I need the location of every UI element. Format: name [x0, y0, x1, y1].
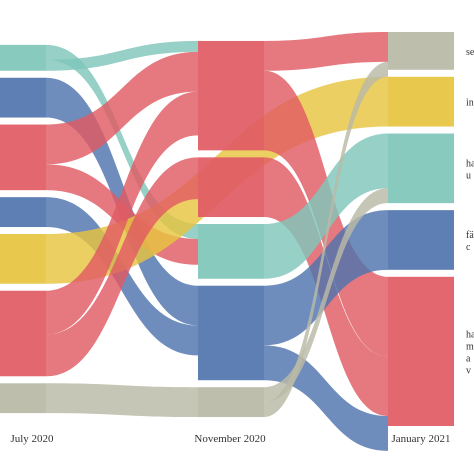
column-label: January 2021	[392, 433, 451, 445]
flow-link-se	[46, 383, 198, 418]
node-fc	[0, 197, 46, 228]
node-hu	[388, 133, 454, 204]
node-hm	[0, 290, 46, 377]
node-in	[0, 234, 46, 284]
category-label-hm: m	[466, 341, 474, 352]
node-hm	[388, 276, 454, 426]
flow-link-se	[264, 61, 388, 418]
node-fc	[388, 210, 454, 270]
column-label: November 2020	[194, 433, 266, 445]
flow-link-hm	[46, 91, 198, 335]
flow-link-fc	[264, 210, 388, 346]
node-hu	[0, 44, 46, 71]
category-label-hu: ha	[466, 158, 474, 169]
node-bars	[0, 32, 454, 426]
time-axis-labels: July 2020 November 2020 January 2021	[10, 433, 450, 445]
node-in	[388, 76, 454, 127]
category-label-hm: a	[466, 353, 471, 364]
node-se	[0, 383, 46, 414]
column-label: July 2020	[10, 433, 54, 445]
category-label-hm: ha	[466, 329, 474, 340]
category-label-hm: v	[466, 365, 471, 376]
node-hm	[198, 40, 264, 151]
node-hm	[0, 124, 46, 191]
flow-link-se	[264, 188, 388, 403]
category-label-fc: c	[466, 242, 471, 253]
flow-link-hu	[46, 44, 198, 239]
node-se	[388, 32, 454, 70]
category-label-in: in	[466, 98, 474, 109]
node-fc	[198, 285, 264, 381]
flow-links	[46, 32, 388, 451]
flow-link-hu	[264, 133, 388, 279]
category-label-fc: fä	[466, 230, 474, 241]
node-fc	[0, 77, 46, 118]
flow-link-hm	[46, 51, 198, 165]
node-hu	[198, 224, 264, 279]
node-hm	[198, 157, 264, 218]
node-se	[198, 387, 264, 418]
flow-link-hm	[264, 32, 388, 71]
category-label-hu: u	[466, 170, 471, 181]
category-label-se: se	[466, 47, 474, 58]
flow-link-hm	[46, 157, 198, 377]
flow-link-hu	[46, 40, 198, 71]
